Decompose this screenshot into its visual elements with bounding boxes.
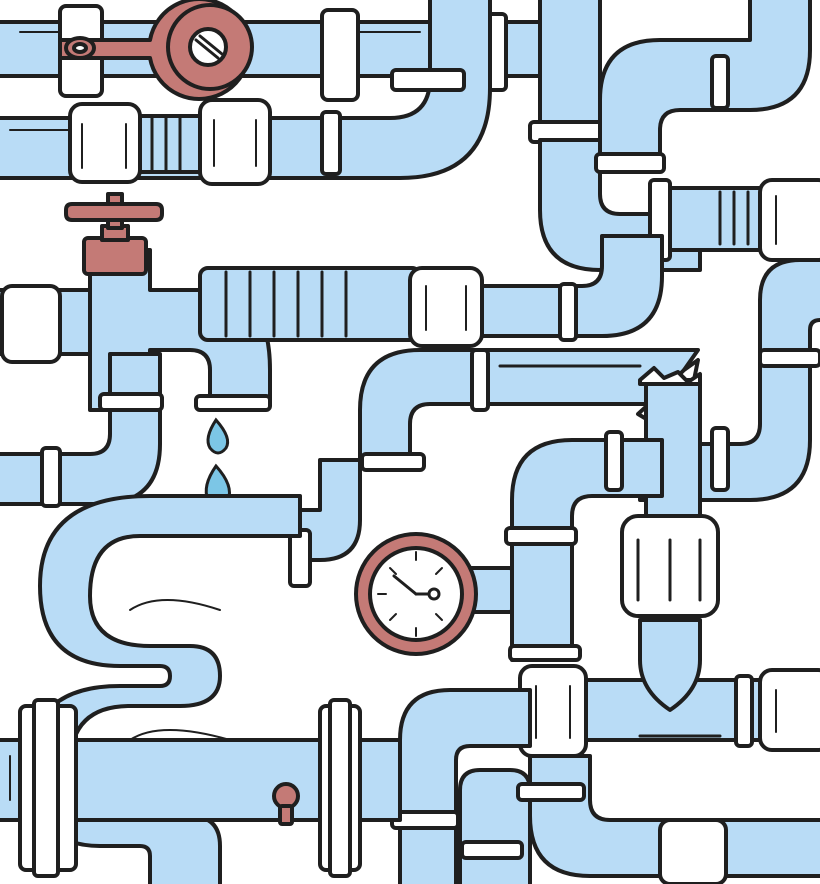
middle-right-elbow: [504, 430, 664, 662]
center-right-vertical: [620, 366, 720, 618]
right-vertical-pipe: [638, 258, 820, 502]
lower-left-pipe: [0, 352, 164, 508]
pipe-flange-icon: [0, 698, 402, 878]
water-drop-icon: [204, 417, 231, 508]
corrugated-hose: [198, 234, 664, 348]
hex-nut-icon: [81, 119, 777, 739]
broken-pipe-icon: [358, 348, 700, 472]
bottom-elbows: [390, 688, 820, 884]
second-pipe: [0, 0, 492, 186]
drain-plug-icon: [272, 782, 300, 826]
faucet-icon: [0, 192, 272, 412]
valve-handle-icon: [58, 0, 254, 101]
